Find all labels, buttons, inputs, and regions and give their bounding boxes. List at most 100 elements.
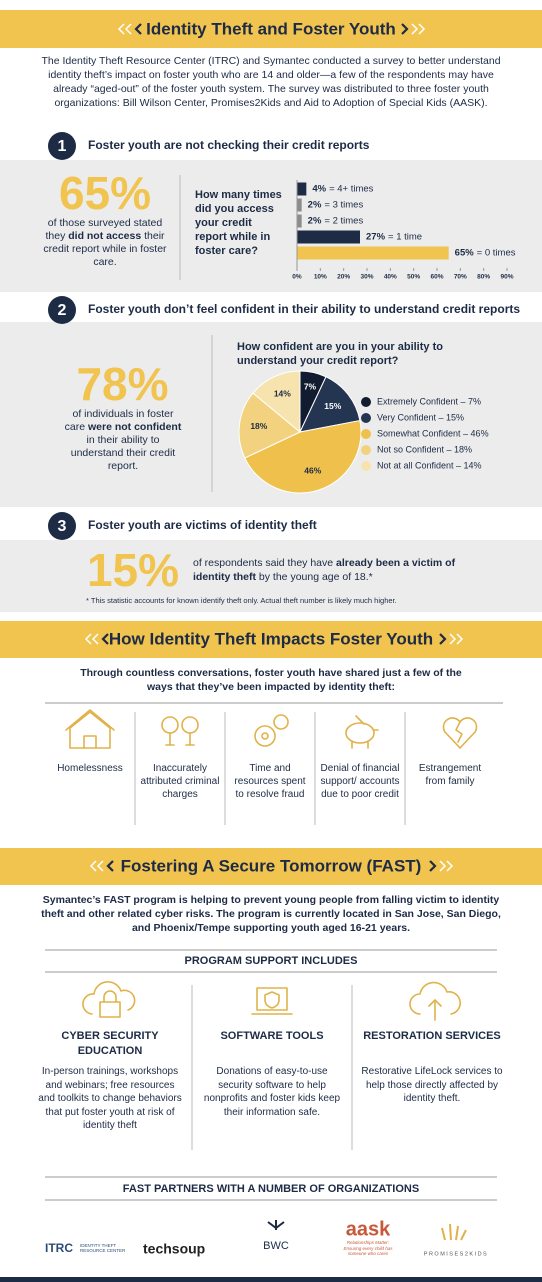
support-title: CYBER SECURITY EDUCATION	[61, 1030, 159, 1057]
icon-piggy	[345, 715, 379, 749]
x-tick-label: 90%	[500, 274, 513, 281]
icon-gears	[254, 714, 289, 747]
legend-label: Somewhat Confident – 46%	[377, 428, 489, 438]
chevrons	[101, 23, 447, 872]
chevrons	[84, 23, 464, 872]
value-label: 27%	[366, 232, 386, 243]
icon-laptop-shield	[251, 987, 293, 1015]
stat: 15%	[86, 544, 180, 596]
stat: 78%	[76, 358, 169, 410]
banner-title: Fostering A Secure Tomorrow (FAST)	[121, 856, 422, 875]
icon-cloud-upload	[409, 981, 461, 1021]
slice-label: 14%	[274, 389, 291, 399]
category-label: = 3 times	[324, 200, 363, 211]
text-run: in their ability to understand their cre…	[70, 434, 176, 472]
x-tick-label: 50%	[407, 274, 420, 281]
x-tick-label: 0%	[292, 274, 302, 281]
impact-label: Inaccurately attributed criminal charges	[140, 763, 220, 800]
text-run: their credit report while in foster care…	[43, 230, 167, 268]
value-label: 2%	[308, 200, 322, 211]
footer-bar	[0, 1277, 542, 1282]
legend-label: Not at all Confident – 14%	[377, 460, 482, 470]
value-label: 65%	[455, 248, 475, 259]
impact-label: Denial of financial support/ accounts du…	[320, 763, 400, 800]
icon-handcuffs	[161, 716, 199, 746]
legend-label: Extremely Confident – 7%	[377, 396, 481, 406]
legend-swatch	[361, 413, 371, 423]
category-label: = 4+ times	[329, 184, 374, 195]
impacts-intro: Through countless conversations, foster …	[80, 667, 462, 693]
logo-name: aask	[346, 1218, 391, 1240]
intro: The Identity Theft Resource Center (ITRC…	[41, 55, 501, 109]
bar	[297, 182, 307, 196]
text-run: of respondents said they have	[193, 557, 337, 569]
text-run: did not access	[68, 230, 142, 242]
bar	[297, 246, 449, 260]
logo-tagline: IDENTITY THEFT RESOURCE CENTER	[80, 1243, 126, 1253]
x-tick-label: 20%	[337, 274, 350, 281]
number-badge	[48, 132, 76, 160]
pie-slice	[299, 376, 361, 433]
impact-label: Estrangement from family	[418, 763, 482, 787]
x-tick-label: 60%	[430, 274, 443, 281]
footnote: * This statistic accounts for known iden…	[86, 596, 397, 605]
banner	[0, 621, 542, 658]
number-badge	[48, 296, 76, 324]
banner	[0, 10, 542, 48]
category-label: = 0 times	[477, 248, 516, 259]
logo-name: BWC	[263, 1240, 289, 1252]
logo-name: PROMISES2KIDS	[424, 1251, 488, 1257]
logo-mark	[267, 1220, 285, 1230]
text-run: by the young age of 18.*	[256, 571, 373, 583]
value-label: 4%	[312, 184, 326, 195]
badge-number: 2	[58, 302, 67, 319]
stat-description: of respondents said they have already be…	[193, 556, 493, 584]
support-text: Restorative LifeLock services to help th…	[361, 1066, 503, 1104]
impact-label: Homelessness	[57, 763, 123, 774]
stat-description: of those surveyed stated they did not ac…	[38, 217, 172, 269]
slice-label: 46%	[304, 466, 321, 476]
slice-label: 7%	[304, 382, 317, 392]
fast-intro: Symantec’s FAST program is helping to pr…	[41, 894, 501, 934]
support-text: In-person trainings, workshops and webin…	[38, 1066, 182, 1131]
stat-description: of individuals in foster care were not c…	[62, 408, 184, 473]
bar	[297, 230, 360, 244]
x-tick-label: 40%	[384, 274, 397, 281]
chart-title: How confident are you in your ability to…	[237, 341, 443, 367]
legend-label: Not so Confident – 18%	[377, 444, 472, 454]
legend-swatch	[361, 429, 371, 439]
legend-swatch	[361, 461, 371, 471]
x-tick-label: 10%	[314, 274, 327, 281]
text-run: of individuals in foster care	[64, 408, 174, 433]
legend-swatch	[361, 397, 371, 407]
x-tick-label: 30%	[360, 274, 373, 281]
logo-name: ITRC	[45, 1241, 73, 1255]
rules	[45, 949, 497, 1201]
text-run: were not confident	[88, 421, 182, 433]
logo-mark	[441, 1223, 467, 1241]
x-tick-label: 80%	[477, 274, 490, 281]
banner-title: Identity Theft and Foster Youth	[146, 19, 396, 38]
pie-slice	[238, 392, 301, 459]
text-run: already been a victim of identity theft	[193, 557, 456, 583]
legend-label: Very Confident – 15%	[377, 412, 464, 422]
pie-slice	[252, 370, 301, 434]
badge-number: 3	[58, 518, 67, 535]
support-text: Donations of easy-to-use security softwa…	[203, 1066, 341, 1118]
banner-title: How Identity Theft Impacts Foster Youth	[109, 629, 433, 648]
panel	[0, 160, 542, 292]
section-heading: PROGRAM SUPPORT INCLUDES	[185, 955, 358, 967]
icon-house	[65, 709, 115, 749]
chart-title: How many times did you access your credi…	[195, 189, 282, 257]
panel	[0, 540, 542, 612]
finding-title: Foster youth are not checking their cred…	[88, 138, 370, 152]
impact-label: Time and resources spent to resolve frau…	[234, 763, 306, 800]
logo-name: techsoup	[143, 1241, 205, 1257]
badge-number: 1	[58, 138, 67, 155]
icon-lock-cloud	[82, 981, 136, 1018]
slice-label: 15%	[324, 401, 341, 411]
support-title: RESTORATION SERVICES	[363, 1030, 501, 1042]
legend-swatch	[361, 445, 371, 455]
